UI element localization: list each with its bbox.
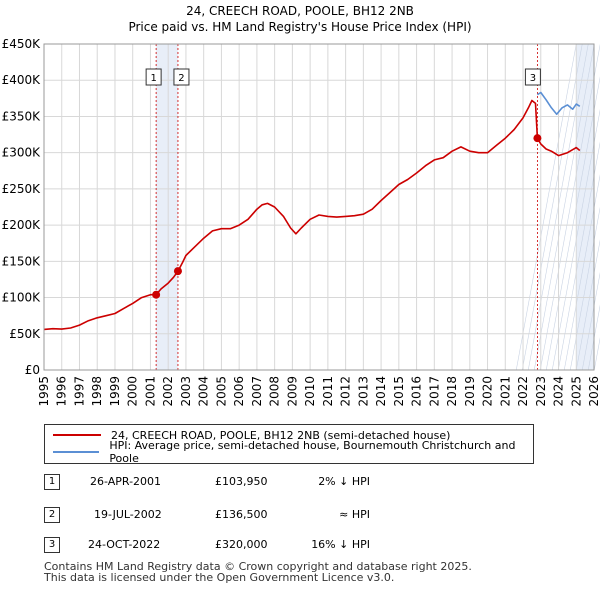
x-tick-label: 1997 — [72, 376, 86, 407]
forecast-hatch — [557, 141, 600, 371]
x-tick-label: 2023 — [534, 376, 548, 407]
legend-label-property: 24, CREECH ROAD, POOLE, BH12 2NB (semi-d… — [111, 428, 451, 442]
marker-label: 1 — [150, 73, 156, 84]
x-tick-label: 2020 — [481, 376, 495, 407]
y-tick-label: £150K — [2, 254, 42, 268]
x-tick-label: 2009 — [285, 376, 299, 407]
marker-box — [145, 68, 162, 86]
marker-box — [524, 68, 541, 86]
legend-swatch-property — [53, 434, 101, 436]
y-tick-label: £400K — [2, 73, 42, 87]
x-tick-label: 2019 — [463, 376, 477, 407]
transaction-number: 2 — [44, 507, 60, 523]
legend: 24, CREECH ROAD, POOLE, BH12 2NB (semi-d… — [44, 424, 534, 465]
plot-frame — [43, 43, 595, 371]
legend-label-hpi: HPI: Average price, semi-detached house,… — [109, 439, 516, 465]
series-line-property — [43, 99, 581, 331]
forecast-hatch — [539, 43, 600, 371]
series-line-hpi — [536, 91, 581, 116]
marker-label: 2 — [178, 73, 184, 84]
x-tick-label: 2006 — [232, 376, 246, 407]
y-tick-label: £350K — [2, 109, 42, 123]
x-tick-label: 2005 — [214, 376, 228, 407]
transaction-hpi-relation: 16% ↓ HPI — [311, 538, 370, 551]
transaction-price: £320,000 — [215, 538, 268, 551]
marker-box — [173, 68, 190, 86]
x-tick-label: 2011 — [321, 376, 335, 407]
y-tick-label: £100K — [2, 291, 42, 305]
transaction-number: 3 — [44, 537, 60, 553]
forecast-hatch — [581, 271, 600, 371]
x-tick-label: 2025 — [569, 376, 583, 407]
x-tick-label: 2022 — [516, 376, 530, 407]
forecast-hatch — [551, 108, 600, 371]
x-tick-label: 2026 — [587, 376, 600, 407]
legend-item-property: 24, CREECH ROAD, POOLE, BH12 2NB (semi-d… — [53, 427, 450, 443]
x-tick-label: 2008 — [268, 376, 282, 407]
transaction-number: 1 — [44, 474, 60, 490]
y-tick-label: £50K — [9, 327, 41, 341]
forecast-hatch — [533, 43, 595, 371]
x-tick-label: 2000 — [126, 376, 140, 407]
forecast-hatch — [587, 304, 600, 371]
footer-license: This data is licensed under the Open Gov… — [44, 571, 395, 584]
forecast-hatch — [521, 43, 583, 371]
transaction-price: £136,500 — [215, 508, 268, 521]
x-tick-label: 2016 — [410, 376, 424, 407]
x-tick-label: 2003 — [179, 376, 193, 407]
sale-point — [173, 267, 182, 276]
forecast-hatch — [515, 43, 577, 371]
marker-label: 3 — [530, 73, 536, 84]
x-tick-label: 2002 — [161, 376, 175, 407]
x-tick-label: 2014 — [374, 376, 388, 407]
transaction-hpi-relation: ≈ HPI — [339, 508, 370, 521]
x-tick-label: 2004 — [197, 376, 211, 407]
price-chart: 1 2 3 £0 £50K £100K £150K £200K £250K £300K £350K… — [2, 37, 600, 407]
x-tick-label: 2007 — [250, 376, 264, 407]
shaded-span — [576, 44, 594, 370]
x-tick-label: 2018 — [445, 376, 459, 407]
y-tick-label: £450K — [2, 37, 42, 51]
x-tick-label: 2013 — [356, 376, 370, 407]
y-tick-label: £200K — [2, 218, 42, 232]
transaction-hpi-relation: 2% ↓ HPI — [318, 475, 370, 488]
y-tick-label: £0 — [25, 363, 40, 377]
footer-copyright: Contains HM Land Registry data © Crown c… — [44, 560, 472, 573]
x-tick-label: 1998 — [90, 376, 104, 407]
transaction-date: 19-JUL-2002 — [94, 508, 162, 521]
transaction-price: £103,950 — [215, 475, 268, 488]
x-tick-label: 2001 — [143, 376, 157, 407]
x-tick-label: 2021 — [498, 376, 512, 407]
x-tick-label: 1999 — [108, 376, 122, 407]
x-tick-label: 1995 — [37, 376, 51, 407]
forecast-hatch — [575, 239, 600, 371]
forecast-hatch — [569, 206, 600, 371]
y-tick-label: £300K — [2, 146, 42, 160]
transaction-date: 24-OCT-2022 — [88, 538, 161, 551]
transaction-date: 26-APR-2001 — [90, 475, 162, 488]
x-tick-label: 2010 — [303, 376, 317, 407]
x-tick-label: 1996 — [55, 376, 69, 407]
x-tick-label: 2017 — [427, 376, 441, 407]
sale-point — [533, 134, 542, 143]
x-tick-label: 2012 — [339, 376, 353, 407]
legend-item-hpi: HPI: Average price, semi-detached house,… — [53, 439, 533, 465]
x-tick-label: 2015 — [392, 376, 406, 407]
legend-swatch-hpi — [53, 451, 100, 453]
shaded-span — [156, 44, 178, 370]
chart-title: 24, CREECH ROAD, POOLE, BH12 2NB — [186, 4, 414, 18]
chart-subtitle: Price paid vs. HM Land Registry's House … — [128, 20, 472, 34]
y-tick-label: £250K — [2, 182, 42, 196]
x-tick-label: 2024 — [552, 376, 566, 407]
sale-point — [152, 290, 161, 299]
